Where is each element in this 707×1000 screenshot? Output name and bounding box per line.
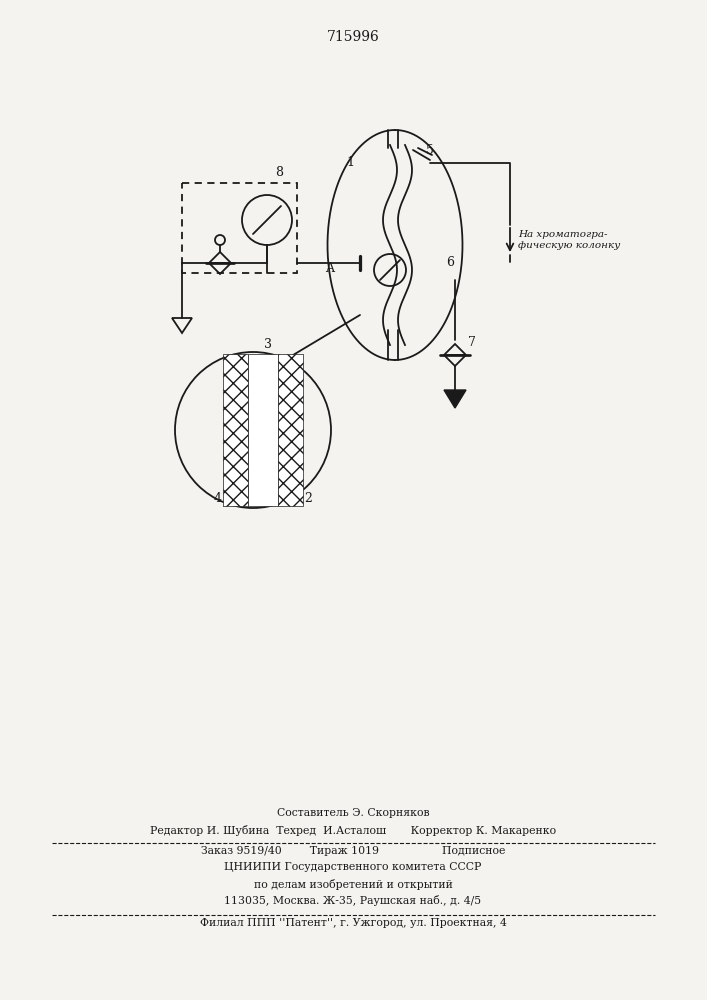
Text: На хроматогра-
фическую колонку: На хроматогра- фическую колонку [518,230,620,250]
Text: 7: 7 [468,336,476,349]
Bar [278,354,303,506]
Text: 8: 8 [275,166,283,180]
Text: Филиал ППП ''Патент'', г. Ужгород, ул. Проектная, 4: Филиал ППП ''Патент'', г. Ужгород, ул. П… [199,918,506,928]
Text: 113035, Москва. Ж-35, Раушская наб., д. 4/5: 113035, Москва. Ж-35, Раушская наб., д. … [224,896,481,906]
Text: 1: 1 [346,156,354,169]
Text: 715996: 715996 [327,30,380,44]
Text: 4: 4 [214,491,222,504]
Text: A: A [325,261,334,274]
Text: 6: 6 [446,256,454,269]
Text: ЦНИИПИ Государственного комитета СССР: ЦНИИПИ Государственного комитета СССР [224,862,481,872]
Text: 3: 3 [264,338,272,351]
Text: Составитель Э. Скорняков: Составитель Э. Скорняков [276,808,429,818]
Text: Редактор И. Шубина  Техред  И.Асталош       Корректор К. Макаренко: Редактор И. Шубина Техред И.Асталош Корр… [150,824,556,836]
Circle shape [175,352,331,508]
Text: 5: 5 [426,143,434,156]
Polygon shape [444,390,466,408]
Bar [223,354,248,506]
Text: 2: 2 [304,491,312,504]
Text: Заказ 9519/40        Тираж 1019                  Подписное: Заказ 9519/40 Тираж 1019 Подписное [201,846,506,856]
Text: по делам изобретений и открытий: по делам изобретений и открытий [254,879,452,890]
Bar [248,354,278,506]
